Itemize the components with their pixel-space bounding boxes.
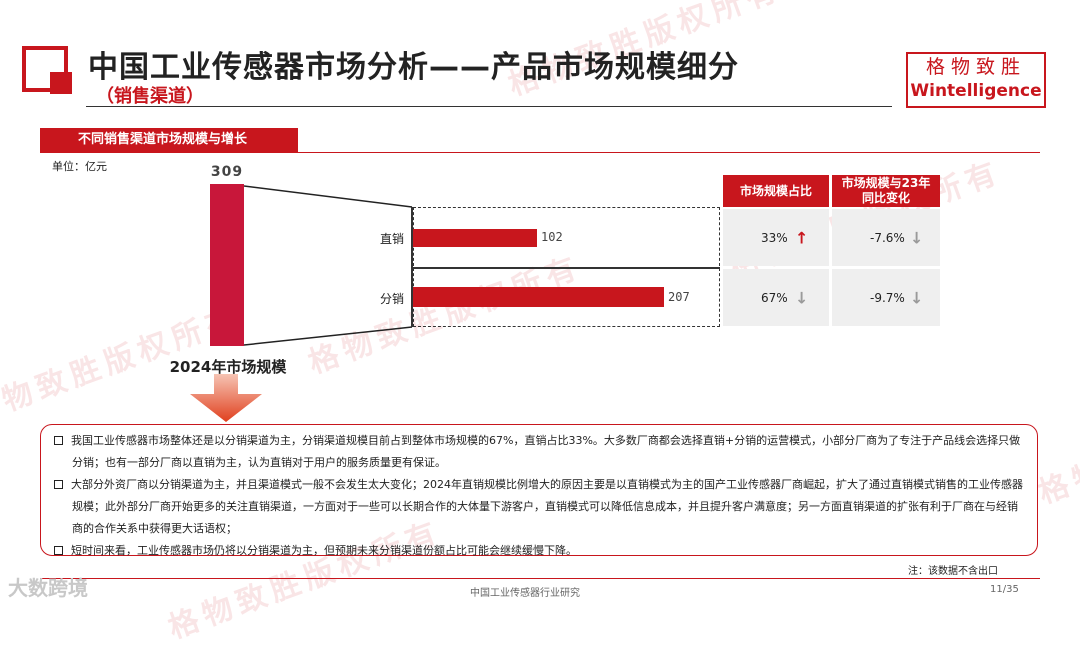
connector-top bbox=[243, 185, 413, 208]
share-value: 33% bbox=[761, 230, 788, 245]
note-text: 大部分外资厂商以分销渠道为主，并且渠道模式一般不会发生太大变化；2024年直销规… bbox=[71, 478, 1023, 535]
title-divider bbox=[86, 106, 892, 107]
section-divider bbox=[40, 152, 1040, 153]
breakdown-divider bbox=[413, 267, 720, 269]
section-title: 不同销售渠道市场规模与增长 bbox=[40, 128, 298, 152]
table-header-share: 市场规模占比 bbox=[723, 175, 829, 207]
table-header-yoy: 市场规模与23年同比变化 bbox=[832, 175, 940, 207]
notes-list: 我国工业传感器市场整体还是以分销渠道为主，分销渠道规模目前占到整体市场规模的67… bbox=[54, 430, 1024, 562]
category-label-direct: 直销 bbox=[379, 232, 404, 246]
logo-en-text: Wintelligence bbox=[910, 81, 1042, 101]
table-cell-share-distribution: 67% ↓ bbox=[723, 269, 829, 326]
arrow-up-icon: ↑ bbox=[795, 228, 809, 247]
yoy-value: -7.6% bbox=[870, 230, 905, 245]
share-value: 67% bbox=[761, 290, 788, 305]
table-cell-yoy-distribution: -9.7% ↓ bbox=[832, 269, 940, 326]
note-text: 我国工业传感器市场整体还是以分销渠道为主，分销渠道规模目前占到整体市场规模的67… bbox=[71, 434, 1021, 469]
zoom-connector-lines bbox=[243, 185, 413, 346]
connector-bottom bbox=[243, 326, 413, 346]
note-text: 短时间来看，工业传感器市场仍将以分销渠道为主，但预期未来分销渠道份额占比可能会继… bbox=[71, 544, 577, 557]
logo-cn-text: 格物致胜 bbox=[925, 56, 1026, 78]
bar-direct bbox=[413, 229, 537, 247]
bar-value-direct: 102 bbox=[541, 230, 563, 244]
footer-divider bbox=[40, 578, 1040, 579]
total-value-label: 309 bbox=[210, 164, 244, 180]
breakdown-left-edge bbox=[411, 207, 413, 327]
total-bar bbox=[210, 184, 244, 346]
category-label-distribution: 分销 bbox=[379, 292, 404, 306]
arrow-down-icon: ↓ bbox=[795, 288, 809, 307]
table-cell-share-direct: 33% ↑ bbox=[723, 209, 829, 266]
yoy-value: -9.7% bbox=[870, 290, 905, 305]
bar-distribution bbox=[413, 287, 664, 307]
corner-decoration bbox=[22, 46, 68, 92]
note-item: 大部分外资厂商以分销渠道为主，并且渠道模式一般不会发生太大变化；2024年直销规… bbox=[54, 474, 1024, 540]
corner-decoration-fill bbox=[50, 72, 72, 94]
arrow-down-icon: ↓ bbox=[910, 288, 924, 307]
brand-watermark: 大数跨境 bbox=[8, 576, 88, 600]
page-number: 11/35 bbox=[990, 584, 1019, 595]
note-item: 短时间来看，工业传感器市场仍将以分销渠道为主，但预期未来分销渠道份额占比可能会继… bbox=[54, 540, 1024, 562]
page-title: 中国工业传感器市场分析——产品市场规模细分 bbox=[88, 50, 739, 85]
note-item: 我国工业传感器市场整体还是以分销渠道为主，分销渠道规模目前占到整体市场规模的67… bbox=[54, 430, 1024, 474]
bullet-square-icon bbox=[54, 479, 63, 489]
bar-value-distribution: 207 bbox=[668, 290, 690, 304]
footer-title: 中国工业传感器行业研究 bbox=[470, 588, 580, 599]
total-bar-label: 2024年市场规模 bbox=[169, 358, 287, 376]
bullet-square-icon bbox=[54, 435, 63, 445]
table-cell-yoy-direct: -7.6% ↓ bbox=[832, 209, 940, 266]
unit-label: 单位：亿元 bbox=[52, 160, 107, 173]
bullet-square-icon bbox=[54, 545, 63, 555]
arrow-down-icon: ↓ bbox=[910, 228, 924, 247]
page-subtitle: （销售渠道） bbox=[96, 86, 204, 107]
notes-box bbox=[40, 424, 1038, 556]
brand-logo: 格物致胜 Wintelligence bbox=[906, 52, 1046, 108]
footnote: 注：该数据不含出口 bbox=[908, 566, 998, 577]
down-arrow-graphic bbox=[190, 374, 262, 422]
